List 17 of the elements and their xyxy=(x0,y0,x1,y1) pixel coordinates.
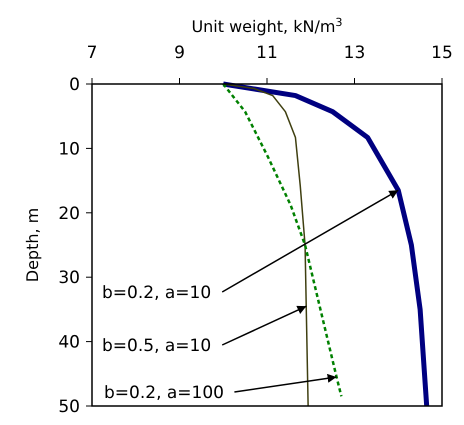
line-series xyxy=(222,82,343,398)
x-tick-label: 15 xyxy=(431,43,453,63)
annotation: b=0.5, a=10 xyxy=(102,336,212,356)
x-tick-label: 9 xyxy=(174,43,185,63)
y-tick-label: 10 xyxy=(58,139,80,160)
x-tick-label: 13 xyxy=(344,43,366,63)
x-tick-label: 7 xyxy=(86,43,98,63)
annotation: b=0.2, a=100 xyxy=(104,383,224,403)
y-tick-label: 30 xyxy=(58,268,80,288)
y-axis-title: Depth, m xyxy=(23,208,42,282)
x-tick-label: 11 xyxy=(256,43,278,63)
y-tick-label: 0 xyxy=(69,74,80,95)
x-axis-title: Unit weight, kN/m$^{3}$ xyxy=(191,16,343,36)
y-tick-label: 50 xyxy=(58,396,80,417)
y-tick-label: 40 xyxy=(58,332,80,353)
annotation: b=0.2, a=10 xyxy=(102,283,212,303)
y-tick-label: 20 xyxy=(58,204,80,224)
